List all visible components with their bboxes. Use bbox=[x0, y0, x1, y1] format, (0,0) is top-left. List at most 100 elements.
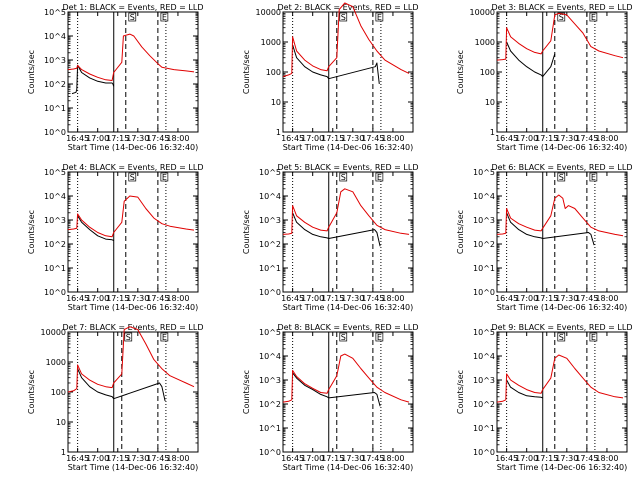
y-tick-label: 10^3 bbox=[44, 56, 66, 65]
chart-title: Det 5: BLACK = Events, RED = LLD bbox=[278, 163, 419, 172]
y-tick-label: 10^2 bbox=[259, 400, 281, 409]
x-axis-label: Start Time (14-Dec-06 16:32:40) bbox=[68, 303, 199, 312]
y-tick-label: 100 bbox=[51, 388, 66, 397]
marker-box-label: S bbox=[341, 13, 346, 22]
x-tick-label: 16:45 bbox=[66, 454, 89, 463]
x-axis-label: Start Time (14-Dec-06 16:32:40) bbox=[283, 143, 414, 152]
marker-box-label: S bbox=[559, 173, 564, 182]
y-tick-label: 10^2 bbox=[44, 80, 66, 89]
y-tick-label: 1000 bbox=[46, 358, 66, 367]
x-tick-label: 16:45 bbox=[495, 294, 518, 303]
x-tick-label: 17:00 bbox=[86, 134, 109, 143]
x-tick-label: 18:00 bbox=[381, 454, 404, 463]
plot-frame bbox=[67, 11, 199, 133]
x-tick-label: 17:45 bbox=[361, 454, 384, 463]
marker-box-label: E bbox=[591, 173, 596, 182]
y-tick-label: 10^2 bbox=[259, 240, 281, 249]
x-tick-label: 17:00 bbox=[301, 454, 324, 463]
x-tick-label: 17:45 bbox=[361, 294, 384, 303]
marker-box bbox=[557, 332, 566, 342]
chart-title: Det 9: BLACK = Events, RED = LLD bbox=[492, 323, 633, 332]
x-tick-label: 17:30 bbox=[126, 294, 149, 303]
x-tick-label: 18:00 bbox=[166, 134, 189, 143]
marker-box bbox=[339, 12, 348, 22]
chart-title: Det 2: BLACK = Events, RED = LLD bbox=[278, 3, 419, 12]
plot-frame bbox=[496, 171, 628, 293]
x-tick-label: 17:00 bbox=[301, 294, 324, 303]
y-axis-label: Counts/sec bbox=[27, 50, 36, 94]
y-tick-label: 10000 bbox=[256, 8, 281, 17]
series-line-events bbox=[77, 368, 166, 402]
chart-title: Det 8: BLACK = Events, RED = LLD bbox=[278, 323, 419, 332]
marker-box bbox=[128, 12, 137, 22]
x-tick-label: 17:30 bbox=[126, 134, 149, 143]
x-tick-label: 17:30 bbox=[341, 294, 364, 303]
x-tick-label: 17:15 bbox=[106, 134, 129, 143]
marker-box bbox=[160, 332, 169, 342]
marker-box-label: S bbox=[559, 333, 564, 342]
x-tick-label: 17:30 bbox=[341, 454, 364, 463]
y-tick-label: 10^3 bbox=[259, 376, 281, 385]
y-tick-label: 10^2 bbox=[473, 240, 495, 249]
y-tick-label: 100 bbox=[480, 68, 495, 77]
series-line-lld bbox=[496, 194, 624, 237]
y-axis-label: Counts/sec bbox=[242, 50, 251, 94]
x-tick-label: 16:45 bbox=[281, 294, 304, 303]
x-tick-label: 17:15 bbox=[106, 294, 129, 303]
x-tick-label: 18:00 bbox=[381, 294, 404, 303]
y-tick-label: 10^0 bbox=[473, 288, 495, 297]
x-tick-label: 17:00 bbox=[515, 454, 538, 463]
chart-panel-3: Det 3: BLACK = Events, RED = LLD16:4517:… bbox=[456, 3, 632, 152]
series-line-lld bbox=[282, 188, 410, 235]
y-tick-label: 10^4 bbox=[259, 192, 281, 201]
y-tick-label: 10^5 bbox=[259, 168, 281, 177]
x-tick-label: 16:45 bbox=[495, 454, 518, 463]
y-axis-label: Counts/sec bbox=[456, 210, 465, 254]
y-tick-label: 10000 bbox=[470, 8, 495, 17]
x-tick-label: 18:00 bbox=[595, 454, 618, 463]
marker-box bbox=[589, 332, 598, 342]
x-tick-label: 16:45 bbox=[281, 454, 304, 463]
plot-frame bbox=[282, 171, 414, 293]
chart-panel-2: Det 2: BLACK = Events, RED = LLD16:4517:… bbox=[242, 2, 419, 152]
series-line-lld bbox=[496, 12, 624, 61]
y-axis-label: Counts/sec bbox=[242, 210, 251, 254]
x-tick-label: 18:00 bbox=[166, 454, 189, 463]
y-tick-label: 10^0 bbox=[473, 448, 495, 457]
y-tick-label: 1 bbox=[61, 448, 66, 457]
series-line-events bbox=[71, 64, 115, 95]
series-line-events bbox=[506, 212, 595, 246]
series-line-lld bbox=[496, 354, 624, 403]
x-tick-label: 17:30 bbox=[555, 134, 578, 143]
x-tick-label: 17:15 bbox=[106, 454, 129, 463]
plot-frame bbox=[282, 11, 414, 133]
x-tick-label: 18:00 bbox=[595, 294, 618, 303]
y-tick-label: 10^3 bbox=[44, 216, 66, 225]
marker-box-label: S bbox=[130, 13, 135, 22]
marker-box bbox=[160, 172, 169, 182]
x-tick-label: 17:15 bbox=[321, 294, 344, 303]
x-tick-label: 17:45 bbox=[575, 454, 598, 463]
marker-box-label: S bbox=[126, 333, 131, 342]
x-axis-label: Start Time (14-Dec-06 16:32:40) bbox=[497, 303, 628, 312]
y-axis-label: Counts/sec bbox=[456, 50, 465, 94]
marker-box-label: S bbox=[130, 173, 135, 182]
x-tick-label: 17:45 bbox=[575, 294, 598, 303]
x-tick-label: 16:45 bbox=[66, 134, 89, 143]
x-tick-label: 17:45 bbox=[146, 294, 169, 303]
y-tick-label: 10^0 bbox=[259, 288, 281, 297]
x-tick-label: 17:15 bbox=[535, 134, 558, 143]
y-tick-label: 10^1 bbox=[473, 264, 495, 273]
marker-box bbox=[557, 12, 566, 22]
y-tick-label: 10000 bbox=[41, 328, 66, 337]
x-tick-label: 18:00 bbox=[595, 134, 618, 143]
series-line-lld bbox=[67, 195, 195, 238]
y-tick-label: 10^5 bbox=[473, 168, 495, 177]
chart-panel-8: Det 8: BLACK = Events, RED = LLD16:4517:… bbox=[242, 323, 418, 472]
y-axis-label: Counts/sec bbox=[27, 370, 36, 414]
chart-panel-7: Det 7: BLACK = Events, RED = LLD16:4517:… bbox=[27, 323, 203, 472]
marker-box-label: S bbox=[559, 13, 564, 22]
marker-box bbox=[160, 12, 169, 22]
y-tick-label: 10^0 bbox=[44, 128, 66, 137]
marker-box bbox=[339, 172, 348, 182]
